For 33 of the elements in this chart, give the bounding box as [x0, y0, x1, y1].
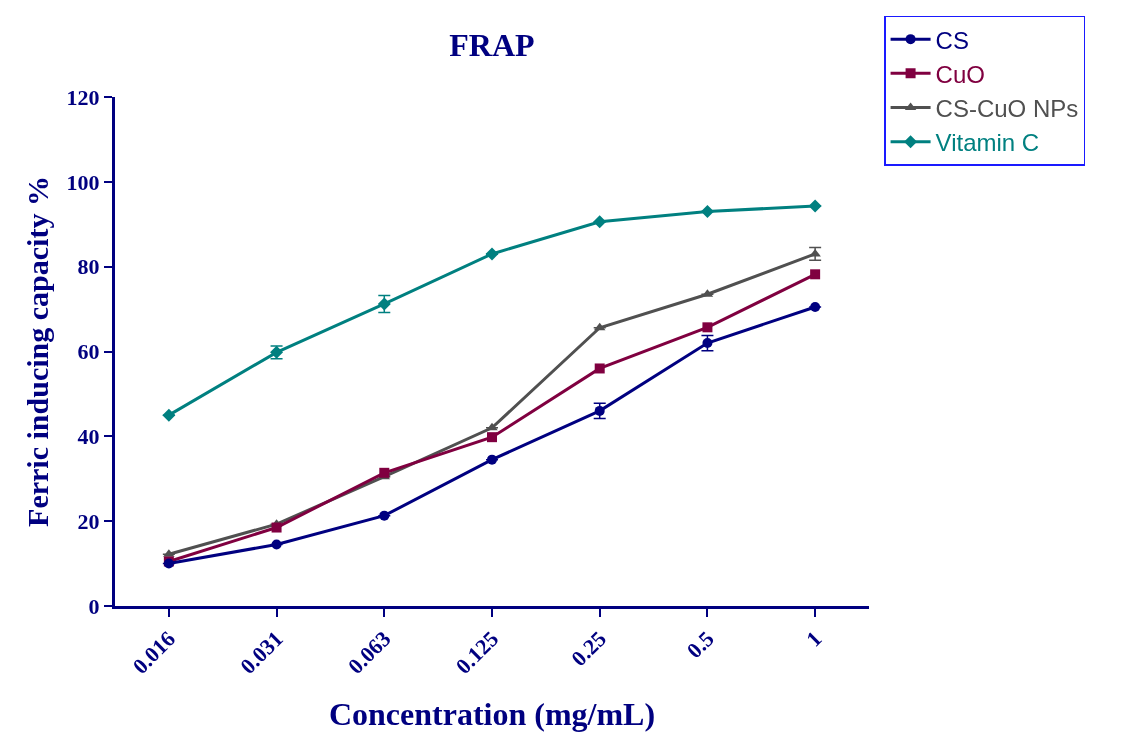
point [487, 454, 497, 465]
point [379, 510, 390, 521]
point [593, 215, 607, 229]
point [594, 363, 605, 374]
y-tick-label: 40 [77, 424, 100, 450]
x-tick-label: 0.5 [681, 626, 719, 664]
x-tick-label: 0.25 [566, 626, 612, 671]
legend-label: CuO [935, 60, 985, 88]
y-tick-label: 100 [66, 169, 100, 195]
y-tick-label: 80 [77, 254, 100, 280]
point [271, 522, 282, 533]
y-axis-title: Ferric inducing capacity % [20, 176, 54, 527]
y-tick-label: 20 [77, 508, 100, 534]
x-tick-label: 1 [801, 626, 827, 652]
x-axis-title: Concentration (mg/mL) [328, 695, 656, 732]
legend-label: CS [935, 26, 969, 54]
y-tick-label: 60 [77, 339, 100, 365]
point [271, 539, 282, 550]
point [810, 301, 821, 312]
point [700, 205, 714, 219]
point [485, 247, 499, 261]
point [702, 322, 713, 333]
point [379, 467, 390, 478]
legend-label: Vitamin C [935, 129, 1040, 157]
point [808, 199, 822, 213]
chart-title: FRAP [449, 27, 535, 64]
y-tick-label: 0 [88, 593, 100, 619]
y-tick-label: 120 [66, 84, 100, 110]
point [162, 408, 176, 422]
legend-label: CS-CuO NPs [935, 94, 1079, 122]
point [810, 269, 821, 280]
point [486, 422, 498, 431]
point [487, 432, 497, 443]
